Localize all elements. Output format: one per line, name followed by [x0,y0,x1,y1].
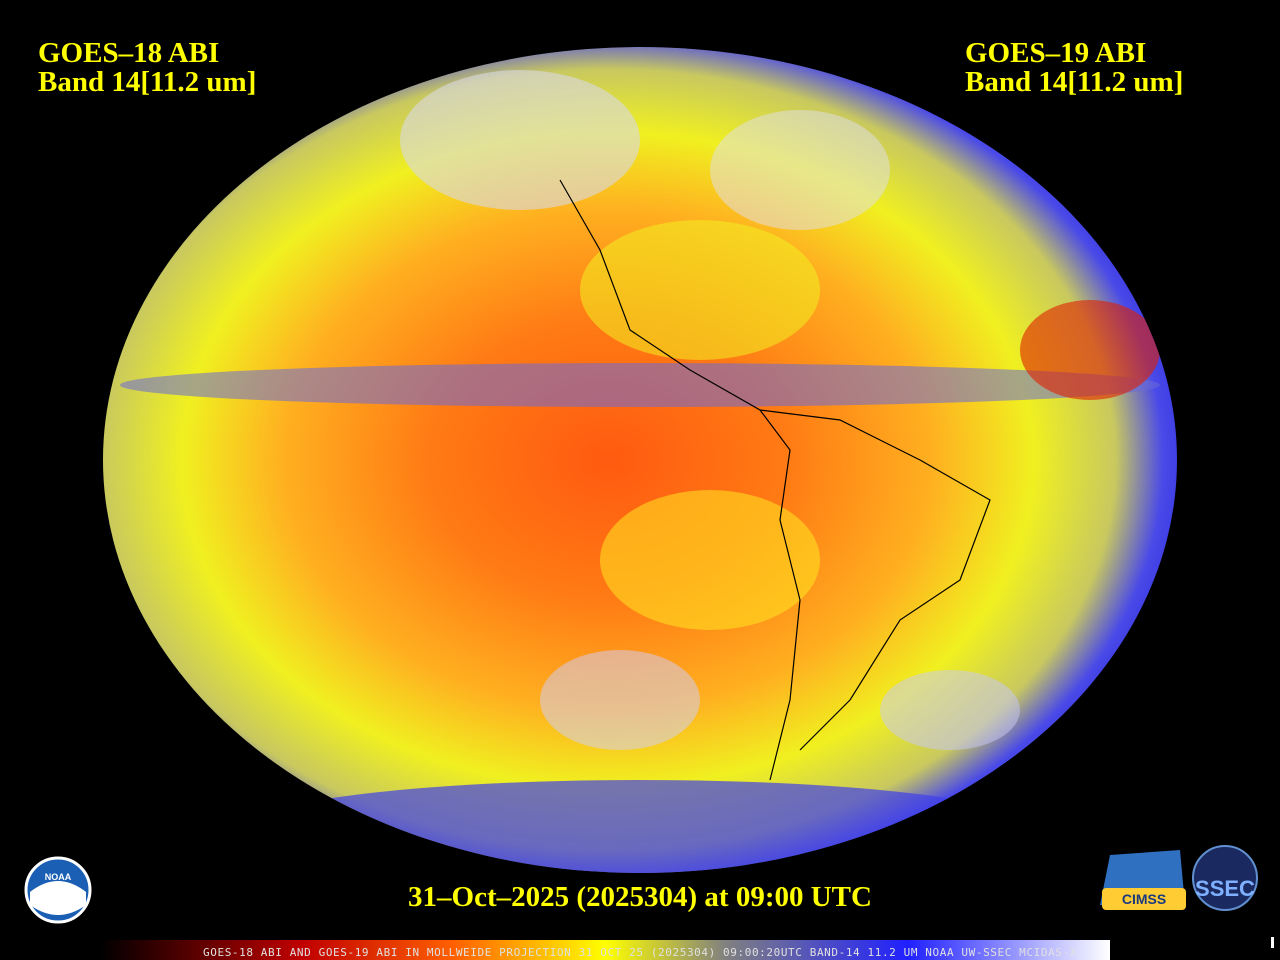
right-title: GOES–19 ABI [965,37,1146,69]
color-bar [100,940,1110,960]
left-title: GOES–18 ABI [38,37,219,69]
date-caption: 31–Oct–2025 (2025304) at 09:00 UTC [408,881,872,913]
cimss-text: CIMSS [1122,891,1166,907]
left-subtitle: Band 14[11.2 um] [38,66,256,98]
info-banner: GOES-18 ABI AND GOES-19 ABI IN MOLLWEIDE… [203,946,1077,959]
noaa-logo: NOAA [24,856,92,924]
corner-marker [1271,937,1274,948]
cimss-logo: CIMSS [1100,850,1186,910]
ssec-logo: SSEC [1192,845,1258,911]
noaa-text: NOAA [45,872,72,882]
earth-disk [103,47,1177,873]
right-subtitle: Band 14[11.2 um] [965,66,1183,98]
ssec-text: SSEC [1195,876,1255,901]
